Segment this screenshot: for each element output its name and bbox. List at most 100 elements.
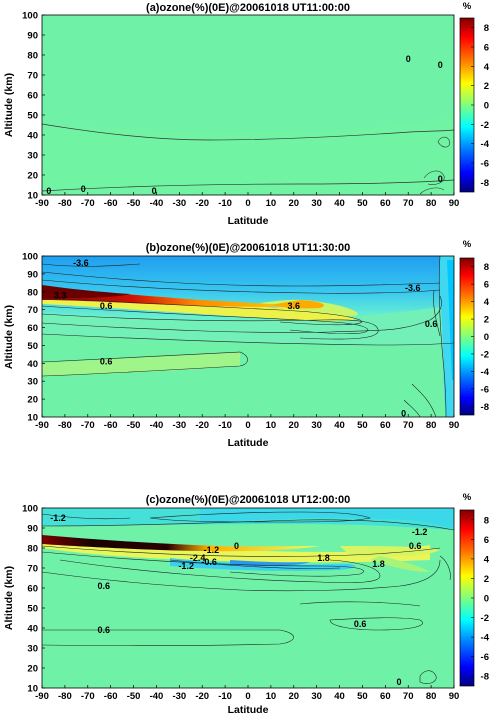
colorbar-unit: % — [463, 492, 472, 503]
x-tick-label: -90 — [35, 420, 49, 431]
y-tick-label: 30 — [27, 151, 38, 162]
colorbar-tick-label: 4 — [484, 554, 490, 565]
y-tick-label: 50 — [27, 111, 38, 122]
x-tick-label: 30 — [311, 420, 322, 431]
y-tick-label: 40 — [27, 624, 38, 635]
contour-label: 1.8 — [372, 559, 385, 569]
panel-a-title: (a)ozone(%)(0E)@20061018 UT11:00:00 — [146, 2, 350, 14]
contour-label: -1.2 — [412, 527, 428, 537]
contour-label: 0.6 — [354, 619, 367, 629]
contour-label: 3.3 — [54, 290, 67, 300]
contour-label: 0 — [406, 54, 411, 64]
colorbar-tick-label: 0 — [484, 101, 489, 112]
x-tick-label: -80 — [58, 691, 72, 702]
contour-label: 0.6 — [425, 319, 438, 329]
x-tick-label: 20 — [288, 420, 299, 431]
x-tick-label: -60 — [104, 691, 118, 702]
contour-label: 0 — [397, 677, 402, 687]
x-tick-label: 40 — [334, 691, 345, 702]
colorbar-tick-label: -8 — [481, 672, 489, 683]
x-tick-label: 50 — [357, 198, 368, 209]
y-tick-label: 40 — [27, 131, 38, 142]
colorbar-tick-label: 0 — [484, 332, 489, 343]
contour-label: 0 — [234, 541, 239, 551]
y-tick-label: 20 — [27, 395, 38, 406]
contour-label: 0 — [401, 408, 406, 418]
contour-label: 0 — [152, 186, 157, 196]
x-tick-label: 60 — [380, 420, 391, 431]
x-tick-label: 0 — [245, 198, 250, 209]
panel-c-title: (c)ozone(%)(0E)@20061018 UT12:00:00 — [146, 494, 351, 506]
y-tick-label: 100 — [22, 504, 38, 515]
x-tick-label: 10 — [266, 198, 277, 209]
panel-c-xlabel: Latitude — [228, 704, 269, 716]
contour-label: -1.2 — [204, 545, 220, 555]
contour-label: 0.6 — [100, 357, 113, 367]
contour-label: 0.6 — [100, 301, 113, 311]
colorbar-tick-label: 6 — [484, 535, 489, 546]
colorbar-unit: % — [463, 1, 472, 12]
y-tick-label: 10 — [27, 191, 38, 202]
colorbar-tick-label: -8 — [481, 178, 489, 189]
x-tick-label: 80 — [426, 420, 437, 431]
x-tick-label: -30 — [172, 198, 186, 209]
panel-c-field — [42, 508, 454, 688]
y-tick-label: 20 — [27, 664, 38, 675]
panel-c-ylabel: Altitude (km) — [3, 566, 15, 630]
panel-b-xlabel: Latitude — [228, 437, 269, 449]
x-tick-label: -20 — [195, 420, 209, 431]
x-tick-label: 70 — [403, 198, 414, 209]
x-tick-label: 20 — [288, 198, 299, 209]
x-tick-label: 60 — [380, 198, 391, 209]
colorbars: % 8 6 4 2 0 -2 -4 -6 -8% 8 6 4 2 0 -2 -4 -6 -8% 8 6 4 2 0 -2 -4 -6… — [459, 1, 490, 687]
x-tick-label: -30 — [172, 420, 186, 431]
panel-c: (c)ozone(%)(0E)@20061018 UT12:00:00 — [3, 494, 459, 716]
panel-c-contour-labels: -1.2-1.2-1.2-1.2-2.4 1.81.80.60.60.60.600… — [50, 513, 427, 687]
colorbar-tick-label: 4 — [484, 297, 490, 308]
colorbar-tick-label: -2 — [481, 613, 489, 624]
x-tick-label: -80 — [58, 420, 72, 431]
y-tick-label: 50 — [27, 604, 38, 615]
contour-label: -2.4 — [190, 553, 206, 563]
contour-label: 0 — [438, 60, 443, 70]
contour-label: 0.6 — [98, 625, 111, 635]
panel-a: (a)ozone(%)(0E)@20061018 UT11:00:00 -90 -… — [3, 2, 459, 227]
x-tick-label: 10 — [266, 691, 277, 702]
x-tick-label: 80 — [426, 691, 437, 702]
contour-label: -1.2 — [50, 513, 66, 523]
contour-label: 1.8 — [317, 553, 330, 563]
x-tick-label: 40 — [334, 420, 345, 431]
x-tick-label: 50 — [357, 420, 368, 431]
x-tick-label: -40 — [150, 420, 164, 431]
y-tick-label: 80 — [27, 51, 38, 62]
x-tick-label: 70 — [403, 420, 414, 431]
x-tick-label: -60 — [104, 420, 118, 431]
contour-label: 0 — [81, 184, 86, 194]
x-tick-label: 90 — [449, 420, 460, 431]
x-tick-label: 60 — [380, 691, 391, 702]
colorbar-tick-label: -4 — [481, 139, 490, 150]
contour-label: -1.2 — [178, 561, 194, 571]
colorbar-tick-label: 2 — [484, 315, 489, 326]
colorbar-tick-label: -2 — [481, 120, 489, 131]
panel-b-contour-labels: -3.6 -3.6 3.6 0.6 0.6 0.6 0 3.3 — [54, 258, 437, 418]
y-tick-label: 60 — [27, 584, 38, 595]
panel-a-field — [42, 15, 454, 195]
y-tick-label: 60 — [27, 91, 38, 102]
colorbar-tick-label: 8 — [484, 23, 489, 34]
y-tick-label: 70 — [27, 71, 38, 82]
panel-b-field — [42, 256, 454, 417]
x-tick-label: 90 — [449, 691, 460, 702]
x-tick-label: -90 — [35, 198, 49, 209]
y-tick-label: 80 — [27, 544, 38, 555]
y-tick-label: 10 — [27, 684, 38, 695]
colorbar-tick-label: 6 — [484, 43, 489, 54]
x-tick-label: -20 — [195, 691, 209, 702]
y-tick-label: 30 — [27, 644, 38, 655]
colorbar-tick-label: 8 — [484, 515, 489, 526]
y-tick-label: 50 — [27, 341, 38, 352]
panel-b-ylabel: Altitude (km) — [3, 305, 15, 369]
colorbar-tick-label: -2 — [481, 349, 489, 360]
x-tick-label: -60 — [104, 198, 118, 209]
y-tick-label: 100 — [22, 11, 38, 22]
